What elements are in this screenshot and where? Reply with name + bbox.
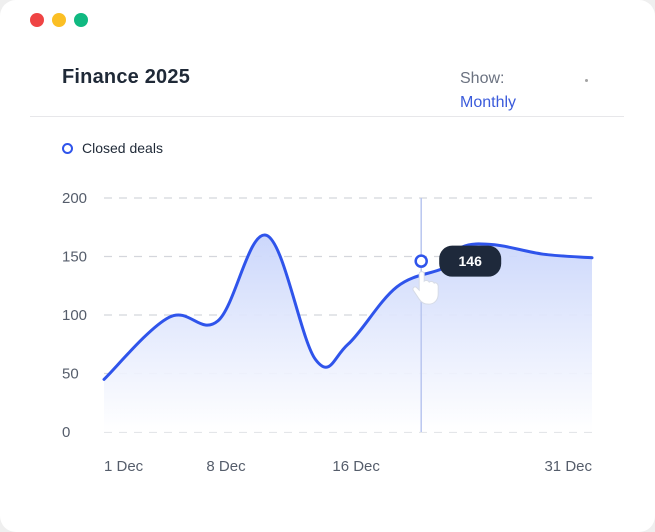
close-dot[interactable] <box>30 13 44 27</box>
header-divider <box>30 116 624 117</box>
legend-label: Closed deals <box>82 140 163 156</box>
x-tick-label: 31 Dec <box>544 458 592 475</box>
x-tick-label: 8 Dec <box>206 458 246 475</box>
tooltip-value: 146 <box>459 253 483 269</box>
x-axis-ticks: 1 Dec 8 Dec 16 Dec 31 Dec <box>104 458 592 475</box>
more-options-icon[interactable] <box>585 79 588 82</box>
y-axis-ticks: 0 50 100 150 200 <box>62 190 87 441</box>
tooltip-background <box>439 245 502 277</box>
tooltip: 146 <box>439 245 502 277</box>
legend-marker-icon <box>62 142 73 154</box>
minimize-dot[interactable] <box>52 13 66 27</box>
y-tick-label: 200 <box>62 190 87 207</box>
chart-title: Finance 2025 <box>62 66 191 88</box>
y-tick-label: 150 <box>62 249 87 266</box>
x-tick-label: 1 Dec <box>104 458 144 475</box>
series-line <box>102 233 594 381</box>
zoom-dot[interactable] <box>74 13 88 27</box>
pointer-cursor-icon <box>412 271 439 305</box>
window-controls <box>30 13 88 27</box>
show-label: Show: <box>460 70 505 87</box>
hover-point[interactable] <box>414 254 428 268</box>
series-area <box>104 234 592 432</box>
period-selector[interactable]: Monthly <box>460 94 517 111</box>
x-tick-label: 16 Dec <box>332 458 380 475</box>
y-tick-label: 100 <box>62 307 87 324</box>
y-tick-label: 0 <box>62 424 70 441</box>
y-tick-label: 50 <box>62 366 79 383</box>
chart-legend: Closed deals <box>62 140 163 156</box>
